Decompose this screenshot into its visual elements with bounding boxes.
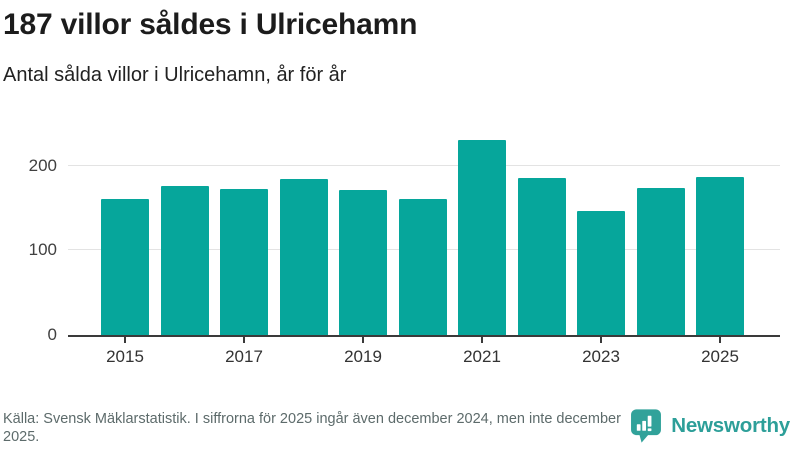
bar-slot-2018 — [279, 132, 328, 335]
x-axis-label-2021: 2021 — [463, 347, 501, 366]
y-axis-label-200: 200 — [28, 155, 57, 175]
chart-subtitle: Antal sålda villor i Ulricehamn, år för … — [3, 63, 347, 86]
bar-2023 — [577, 211, 625, 335]
bar-2019 — [339, 190, 387, 335]
bar-slot-2017: 2017 — [220, 132, 268, 366]
x-axis-label-2019: 2019 — [344, 347, 382, 366]
bar-slot-2024 — [636, 132, 685, 335]
chart-title: 187 villor såldes i Ulricehamn — [3, 8, 418, 41]
bar-slot-2019: 2019 — [339, 132, 387, 366]
bar-slot-2025: 2025 — [696, 132, 744, 366]
x-axis-label-2023: 2023 — [582, 347, 620, 366]
y-axis-label-0: 0 — [47, 325, 57, 344]
bar-2015 — [101, 198, 149, 335]
bar-2016 — [160, 185, 209, 335]
bars-row: 2015 2017 2019 2021 2023 2025 — [68, 132, 780, 366]
bar-slot-2020 — [398, 132, 447, 335]
bar-slot-2015: 2015 — [101, 132, 149, 366]
x-axis-tick-2015 — [124, 337, 126, 343]
bar-2017 — [220, 189, 268, 335]
x-axis-tick-2021 — [481, 337, 483, 343]
bar-chart: 0 100 200 2015 2017 2019 2021 2023 2025 — [29, 132, 780, 366]
bar-slot-2022 — [517, 132, 566, 335]
x-axis-label-2017: 2017 — [225, 347, 263, 366]
bar-slot-2016 — [160, 132, 209, 335]
gridline-y200 — [68, 164, 780, 166]
x-axis-label-2025: 2025 — [701, 347, 739, 366]
newsworthy-logo[interactable]: Newsworthy — [629, 408, 797, 446]
y-axis-label-100: 100 — [28, 240, 57, 260]
bar-2020 — [398, 198, 447, 335]
x-axis-tick-2019 — [362, 337, 364, 343]
newsworthy-logo-text: Newsworthy — [671, 414, 790, 437]
x-axis-tick-2023 — [600, 337, 602, 343]
bar-2018 — [279, 179, 328, 335]
bar-2024 — [636, 187, 685, 335]
x-axis-tick-2017 — [243, 337, 245, 343]
bar-2025 — [696, 176, 744, 335]
bar-slot-2023: 2023 — [577, 132, 625, 366]
bar-2021 — [458, 140, 506, 335]
source-note: Källa: Svensk Mäklarstatistik. I siffror… — [3, 410, 621, 445]
x-axis-tick-2025 — [719, 337, 721, 343]
x-axis-label-2015: 2015 — [106, 347, 144, 366]
plot-area: 0 100 200 2015 2017 2019 2021 2023 2025 — [29, 132, 780, 366]
bar-2022 — [517, 178, 566, 335]
newsworthy-logo-icon — [629, 408, 663, 444]
chart-footer: Källa: Svensk Mäklarstatistik. I siffror… — [3, 408, 797, 446]
bar-slot-2021: 2021 — [458, 132, 506, 366]
